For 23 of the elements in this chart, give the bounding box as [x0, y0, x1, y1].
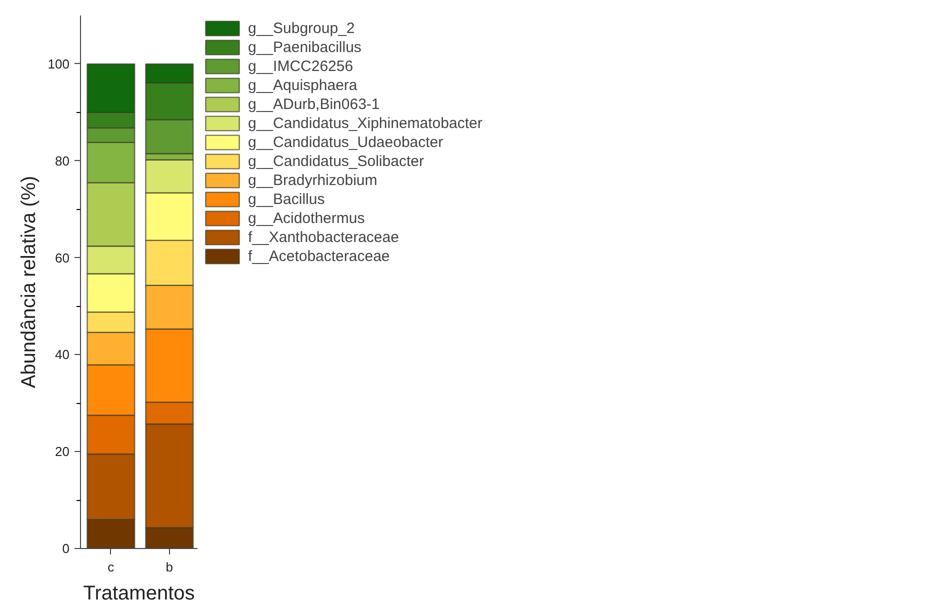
y-tick-label: 40 [55, 347, 70, 362]
legend-label: g__Candidatus_Xiphinematobacter [248, 114, 482, 132]
y-tick-label: 60 [55, 250, 70, 266]
legend-label: f__Acetobacteraceae [248, 247, 390, 265]
legend-label: g__Bacillus [248, 190, 325, 208]
x-axis-title: Tratamentos [83, 582, 195, 604]
legend-label: g__ADurb,Bin063-1 [248, 95, 380, 113]
y-tick-label: 20 [55, 444, 70, 460]
legend-label: g__Subgroup_2 [248, 19, 355, 37]
y-axis-title: Abundância relativa (%) [18, 176, 40, 388]
legend-label: g__Candidatus_Udaeobacter [248, 133, 444, 151]
x-tick-label: b [166, 560, 174, 574]
legend-label: g__IMCC26256 [248, 57, 354, 75]
legend-label: f__Xanthobacteraceae [248, 228, 399, 246]
y-tick-label: 0 [62, 541, 70, 556]
legend-label: g__Acidothermus [248, 209, 365, 227]
y-tick-label: 100 [48, 56, 70, 72]
legend-label: g__Bradyrhizobium [248, 171, 378, 189]
legend-label: g__Aquisphaera [248, 76, 358, 94]
legend-label: g__Candidatus_Solibacter [248, 152, 424, 170]
y-tick-label: 80 [55, 153, 70, 168]
legend-label: g__Paenibacillus [248, 38, 362, 56]
x-tick-label: c [108, 560, 115, 574]
